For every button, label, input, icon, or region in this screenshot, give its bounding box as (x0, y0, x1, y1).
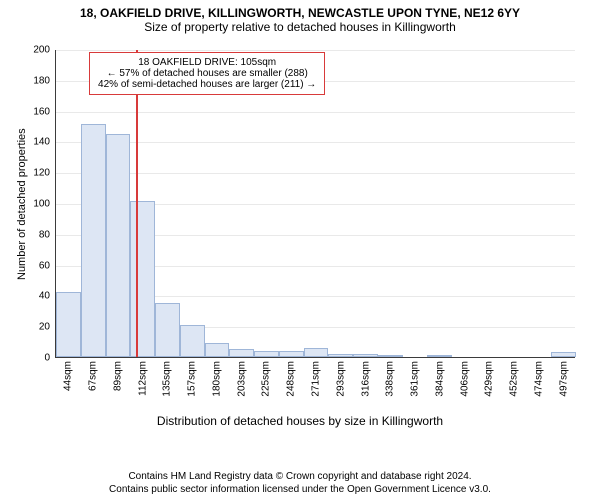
gridline (56, 358, 575, 359)
y-tick-label: 200 (33, 45, 56, 56)
chart-container: 18, OAKFIELD DRIVE, KILLINGWORTH, NEWCAS… (0, 0, 600, 500)
annotation-line: ← 57% of detached houses are smaller (28… (98, 68, 316, 79)
x-tick-label: 406sqm (459, 361, 470, 397)
bar (551, 352, 576, 357)
y-tick-label: 80 (39, 229, 56, 240)
bar (180, 325, 205, 357)
bar (205, 343, 230, 357)
x-tick-label: 67sqm (88, 361, 99, 391)
x-tick-label: 89sqm (112, 361, 123, 391)
y-tick-label: 120 (33, 168, 56, 179)
plot-area: 02040608010012014016018020044sqm67sqm89s… (55, 50, 575, 358)
y-tick-label: 180 (33, 75, 56, 86)
annotation-line: 42% of semi-detached houses are larger (… (98, 79, 316, 90)
x-tick-label: 180sqm (211, 361, 222, 397)
bar (353, 354, 378, 357)
y-tick-label: 20 (39, 322, 56, 333)
y-tick-label: 160 (33, 106, 56, 117)
y-tick-label: 40 (39, 291, 56, 302)
gridline (56, 173, 575, 174)
x-tick-label: 293sqm (335, 361, 346, 397)
annotation-box: 18 OAKFIELD DRIVE: 105sqm← 57% of detach… (89, 52, 325, 95)
x-tick-label: 135sqm (162, 361, 173, 397)
footer-line-2: Contains public sector information licen… (0, 484, 600, 497)
footer-line-1: Contains HM Land Registry data © Crown c… (0, 471, 600, 484)
chart-area: 0 20 40 60 80 100 120 140 160 180 200 44sqm 67sqm 89s… (0, 44, 600, 456)
y-tick-label: 100 (33, 199, 56, 210)
gridline (56, 112, 575, 113)
chart-title: 18, OAKFIELD DRIVE, KILLINGWORTH, NEWCAS… (0, 0, 600, 20)
bar (155, 303, 180, 357)
x-tick-label: 271sqm (311, 361, 322, 397)
bar (427, 355, 452, 357)
bar (81, 124, 106, 357)
x-tick-label: 44sqm (63, 361, 74, 391)
bar (328, 354, 353, 357)
x-tick-label: 112sqm (137, 361, 148, 396)
x-tick-label: 225sqm (261, 361, 272, 397)
annotation-line: 18 OAKFIELD DRIVE: 105sqm (98, 57, 316, 68)
bar (106, 134, 131, 357)
x-tick-label: 474sqm (533, 361, 544, 397)
footer: Contains HM Land Registry data © Crown c… (0, 471, 600, 496)
x-tick-label: 429sqm (484, 361, 495, 397)
bar (56, 292, 81, 357)
x-tick-label: 316sqm (360, 361, 371, 397)
x-tick-label: 384sqm (434, 361, 445, 397)
y-tick-label: 140 (33, 137, 56, 148)
x-tick-label: 248sqm (286, 361, 297, 397)
bar (229, 349, 254, 357)
bar (304, 348, 329, 357)
bar (130, 201, 155, 357)
x-tick-label: 497sqm (558, 361, 569, 397)
bar (254, 351, 279, 357)
y-axis-label: Number of detached properties (16, 128, 28, 280)
marker-line (136, 50, 138, 357)
x-axis-label: Distribution of detached houses by size … (0, 414, 600, 428)
bar (378, 355, 403, 357)
x-tick-label: 361sqm (410, 361, 421, 397)
x-tick-label: 157sqm (187, 361, 198, 397)
x-tick-label: 452sqm (509, 361, 520, 397)
chart-subtitle: Size of property relative to detached ho… (0, 20, 600, 34)
x-tick-label: 338sqm (385, 361, 396, 397)
bar (279, 351, 304, 357)
x-tick-label: 203sqm (236, 361, 247, 397)
y-tick-label: 60 (39, 260, 56, 271)
y-tick-label: 0 (44, 353, 56, 364)
gridline (56, 142, 575, 143)
